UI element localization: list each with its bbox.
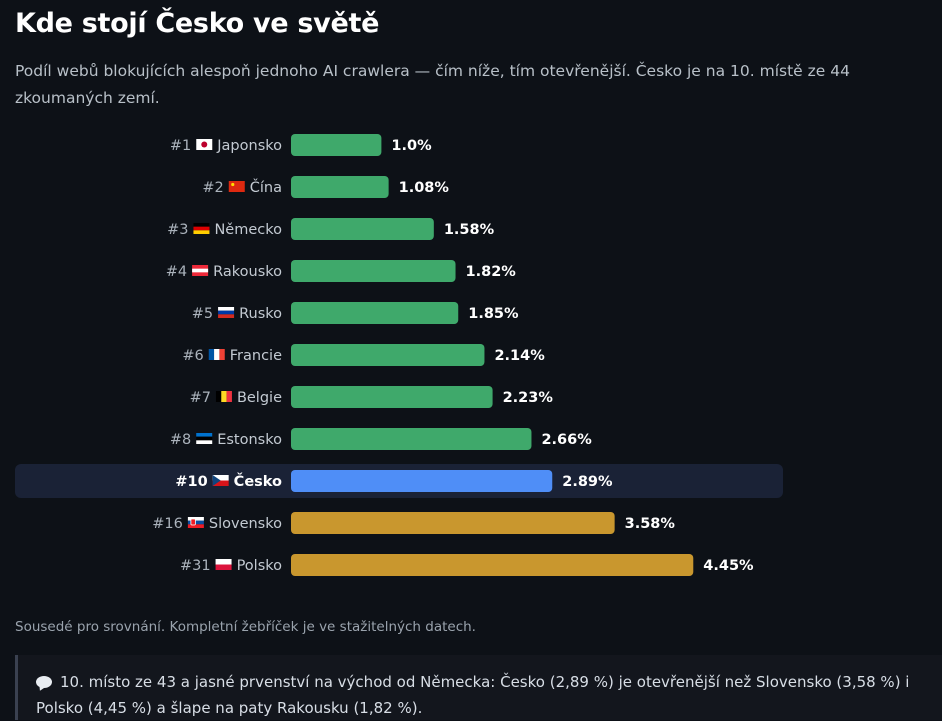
bar bbox=[291, 554, 694, 576]
rank-label: #1 bbox=[170, 138, 191, 154]
country-label: Polsko bbox=[237, 558, 283, 574]
value-label: 1.82% bbox=[466, 264, 517, 280]
bar bbox=[291, 176, 389, 198]
bar bbox=[291, 470, 553, 492]
bar bbox=[291, 260, 456, 282]
bar bbox=[291, 218, 434, 240]
bar-row: Čína #2 1.08% bbox=[202, 176, 449, 198]
bar-chart: Japonsko #1 1.0% Čína #2 1.08% Německo #3 1.58% R… bbox=[15, 134, 783, 576]
rank-label: #5 bbox=[192, 306, 213, 322]
country-label: Čína bbox=[250, 178, 282, 196]
value-label: 2.23% bbox=[503, 390, 554, 406]
rank-label: #10 bbox=[175, 474, 207, 490]
rank-label: #8 bbox=[170, 432, 191, 448]
flag-icon-jp bbox=[196, 139, 213, 150]
value-label: 1.08% bbox=[399, 180, 450, 196]
bar bbox=[291, 512, 615, 534]
flag-icon-ru bbox=[218, 307, 235, 318]
value-label: 2.14% bbox=[494, 348, 545, 364]
rank-label: #31 bbox=[180, 558, 211, 574]
value-label: 2.66% bbox=[541, 432, 592, 448]
country-label: Rusko bbox=[239, 306, 282, 322]
flag-icon-pl bbox=[215, 559, 232, 570]
rank-label: #4 bbox=[166, 264, 187, 280]
country-label: Německo bbox=[214, 222, 282, 238]
flag-icon-be bbox=[215, 391, 232, 402]
bar bbox=[291, 134, 382, 156]
speech-bubble-icon bbox=[36, 676, 52, 688]
value-label: 1.0% bbox=[391, 138, 432, 154]
country-label: Slovensko bbox=[209, 516, 282, 532]
rank-label: #16 bbox=[152, 516, 183, 532]
country-label: Francie bbox=[230, 348, 282, 364]
bar-row: Rakousko #4 1.82% bbox=[166, 260, 517, 282]
chart-note: Sousedé pro srovnání. Kompletní žebříček… bbox=[15, 619, 476, 635]
value-label: 1.58% bbox=[444, 222, 495, 238]
country-label: Japonsko bbox=[216, 138, 282, 154]
flag-icon-fr bbox=[208, 349, 225, 360]
value-label: 1.85% bbox=[468, 306, 519, 322]
value-label: 4.45% bbox=[703, 558, 754, 574]
country-label: Belgie bbox=[237, 390, 282, 406]
rank-label: #2 bbox=[202, 180, 223, 196]
flag-icon-ee bbox=[196, 433, 213, 444]
bar bbox=[291, 344, 485, 366]
bar-row: Estonsko #8 2.66% bbox=[170, 428, 592, 450]
bar bbox=[291, 428, 532, 450]
bar-row: Polsko #31 4.45% bbox=[180, 554, 754, 576]
bar-row: Slovensko #16 3.58% bbox=[152, 512, 675, 534]
rank-label: #3 bbox=[167, 222, 188, 238]
country-label: Rakousko bbox=[213, 264, 282, 280]
value-label: 3.58% bbox=[625, 516, 676, 532]
callout-text: 10. místo ze 43 a jasné prvenství na výc… bbox=[36, 673, 910, 717]
country-label: Česko bbox=[234, 472, 282, 490]
chart-title: Kde stojí Česko ve světě bbox=[15, 8, 380, 39]
rank-label: #7 bbox=[190, 390, 211, 406]
bar bbox=[291, 386, 493, 408]
chart-subtitle: Podíl webů blokujících alespoň jednoho A… bbox=[15, 62, 850, 107]
bar-row: Francie #6 2.14% bbox=[182, 344, 545, 366]
bar-row: Rusko #5 1.85% bbox=[192, 302, 519, 324]
bar-row: Česko #10 2.89% bbox=[15, 464, 783, 498]
flag-icon-sk bbox=[187, 517, 204, 528]
bar-row: Německo #3 1.58% bbox=[167, 218, 495, 240]
bar-row: Belgie #7 2.23% bbox=[190, 386, 554, 408]
callout-box: 10. místo ze 43 a jasné prvenství na výc… bbox=[15, 655, 942, 720]
country-label: Estonsko bbox=[217, 432, 282, 448]
rank-label: #6 bbox=[182, 348, 203, 364]
value-label: 2.89% bbox=[562, 474, 613, 490]
bar bbox=[291, 302, 459, 324]
flag-icon-at bbox=[192, 265, 209, 276]
flag-icon-cn bbox=[228, 181, 245, 192]
bar-row: Japonsko #1 1.0% bbox=[170, 134, 432, 156]
flag-icon-de bbox=[193, 223, 210, 234]
flag-icon-cz bbox=[212, 475, 229, 486]
